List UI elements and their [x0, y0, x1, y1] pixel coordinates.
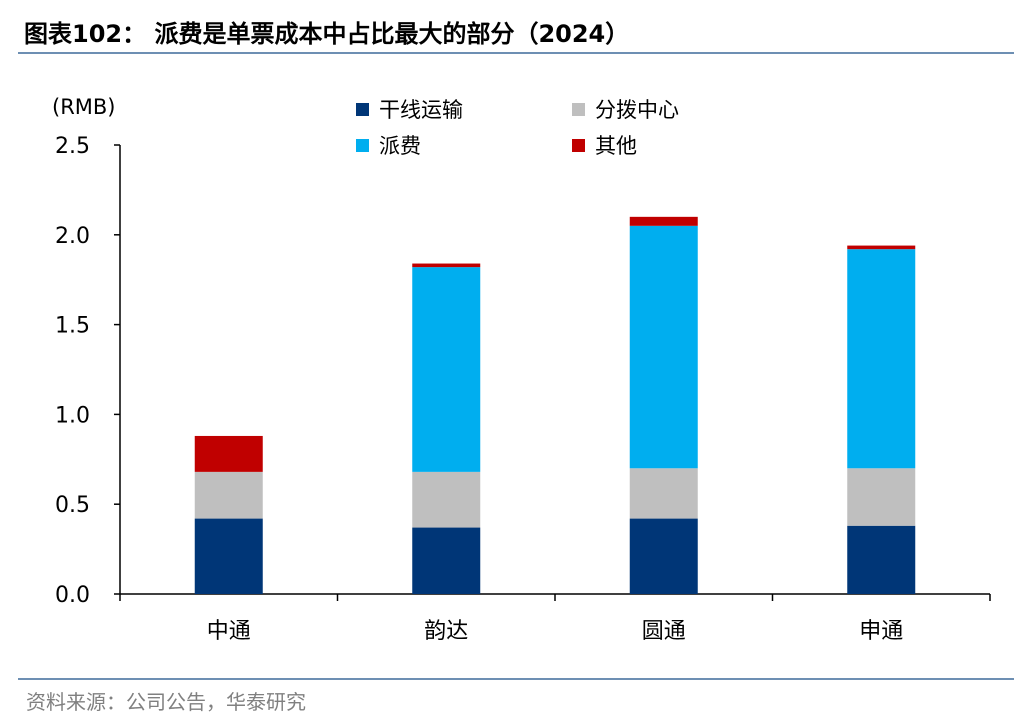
- bar-segment-3-3: [629, 225, 698, 469]
- legend-label-sorting: 分拨中心: [595, 98, 679, 122]
- legend-swatch-sorting: [572, 102, 585, 116]
- bar-segment-1-4: [847, 525, 916, 594]
- y-axis-unit-label: (RMB): [52, 95, 116, 119]
- bar-segment-3-2: [412, 267, 481, 472]
- y-tick-label: 1.5: [55, 314, 90, 339]
- bar-segment-2-3: [629, 468, 698, 519]
- x-tick-label: 申通: [859, 619, 903, 644]
- legend-item-trunk: 干线运输: [356, 94, 463, 124]
- legend-item-sorting: 分拨中心: [572, 94, 679, 124]
- bar-segment-3-4: [847, 249, 916, 469]
- y-tick-label: 0.0: [55, 583, 90, 608]
- legend-label-trunk: 干线运输: [379, 98, 463, 122]
- bar-segment-1-1: [194, 518, 263, 594]
- bar-segment-4-3: [629, 216, 698, 226]
- legend-label-delivery: 派费: [379, 134, 421, 158]
- legend-item-other: 其他: [572, 130, 637, 160]
- y-tick-label: 2.5: [55, 134, 90, 159]
- bar-segment-2-1: [194, 471, 263, 519]
- bar-segment-4-1: [194, 435, 263, 472]
- bar-segment-4-2: [412, 263, 481, 268]
- source-note: 资料来源：公司公告，华泰研究: [26, 690, 306, 714]
- legend-swatch-trunk: [356, 102, 369, 116]
- y-tick-label: 1.0: [55, 403, 90, 428]
- legend-swatch-delivery: [356, 138, 369, 152]
- legend-label-other: 其他: [595, 134, 637, 158]
- chart-title: 图表102： 派费是单票成本中占比最大的部分（2024）: [24, 20, 630, 48]
- bar-segment-2-4: [847, 468, 916, 526]
- bar-segment-1-2: [412, 527, 481, 594]
- y-tick-label: 0.5: [55, 493, 90, 518]
- x-tick-label: 韵达: [424, 619, 468, 644]
- legend-swatch-other: [572, 138, 585, 152]
- bar-segment-2-2: [412, 471, 481, 528]
- x-tick-label: 中通: [207, 619, 251, 644]
- x-tick-label: 圆通: [642, 619, 686, 644]
- title-divider: [18, 52, 1014, 54]
- footer-divider: [18, 678, 1014, 680]
- bar-segment-1-3: [629, 518, 698, 594]
- legend-item-delivery: 派费: [356, 130, 421, 160]
- y-tick-label: 2.0: [55, 224, 90, 249]
- bar-segment-4-4: [847, 245, 916, 250]
